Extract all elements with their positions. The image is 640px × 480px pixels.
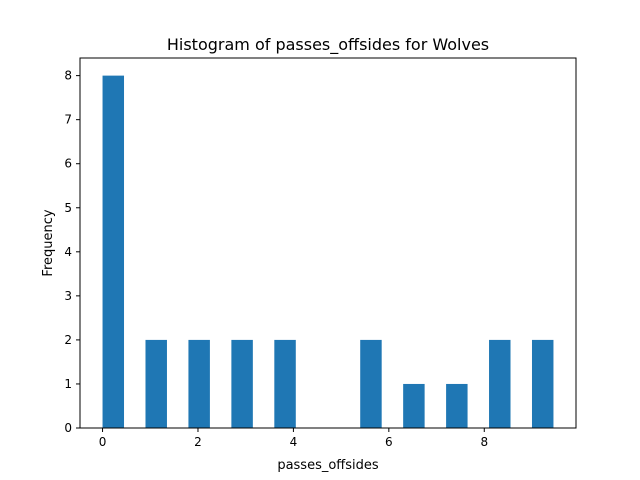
x-axis-label: passes_offsides bbox=[277, 458, 379, 473]
x-axis-ticks: 0 2 4 6 8 bbox=[99, 428, 488, 449]
x-tick-label: 0 bbox=[99, 435, 107, 449]
y-tick-label: 0 bbox=[64, 421, 72, 435]
y-tick-label: 6 bbox=[64, 157, 72, 171]
histogram-bar bbox=[188, 339, 210, 428]
y-tick-label: 2 bbox=[64, 333, 72, 347]
histogram-bar bbox=[531, 339, 554, 428]
x-tick-label: 4 bbox=[290, 435, 298, 449]
x-tick-label: 2 bbox=[194, 435, 202, 449]
histogram-bar bbox=[403, 383, 425, 428]
y-axis-label: Frequency bbox=[41, 209, 56, 276]
histogram-bar bbox=[489, 339, 511, 428]
histogram-bar bbox=[231, 339, 253, 428]
plot-area-frame bbox=[79, 57, 577, 429]
histogram-bar bbox=[145, 339, 167, 428]
x-tick-label: 6 bbox=[385, 435, 393, 449]
y-tick-label: 3 bbox=[64, 289, 72, 303]
y-axis-ticks: 0 1 2 3 4 5 6 7 8 bbox=[64, 69, 80, 435]
histogram-bar bbox=[446, 383, 468, 428]
histogram-bar bbox=[274, 339, 296, 428]
y-tick-label: 1 bbox=[64, 377, 72, 391]
y-tick-label: 5 bbox=[64, 201, 72, 215]
bars-group bbox=[102, 75, 554, 428]
x-tick-label: 8 bbox=[480, 435, 488, 449]
y-tick-label: 4 bbox=[64, 245, 72, 259]
y-tick-label: 7 bbox=[64, 113, 72, 127]
histogram-bar bbox=[360, 339, 382, 428]
y-tick-label: 8 bbox=[64, 69, 72, 83]
histogram-bar bbox=[102, 75, 125, 428]
chart-title: Histogram of passes_offsides for Wolves bbox=[167, 35, 489, 55]
